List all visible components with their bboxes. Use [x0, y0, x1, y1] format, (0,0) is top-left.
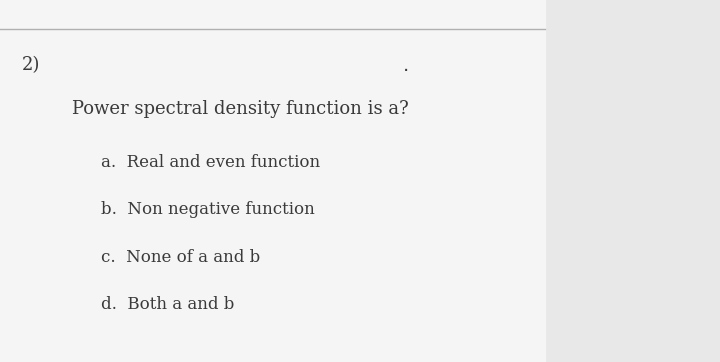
Text: .: . [403, 56, 410, 75]
FancyBboxPatch shape [547, 0, 720, 362]
Text: b.  Non negative function: b. Non negative function [101, 202, 315, 218]
Text: a.  Real and even function: a. Real and even function [101, 155, 320, 171]
Text: d.  Both a and b: d. Both a and b [101, 296, 234, 312]
Text: 2): 2) [22, 56, 40, 74]
Text: Power spectral density function is a?: Power spectral density function is a? [72, 100, 409, 118]
Text: c.  None of a and b: c. None of a and b [101, 249, 260, 265]
